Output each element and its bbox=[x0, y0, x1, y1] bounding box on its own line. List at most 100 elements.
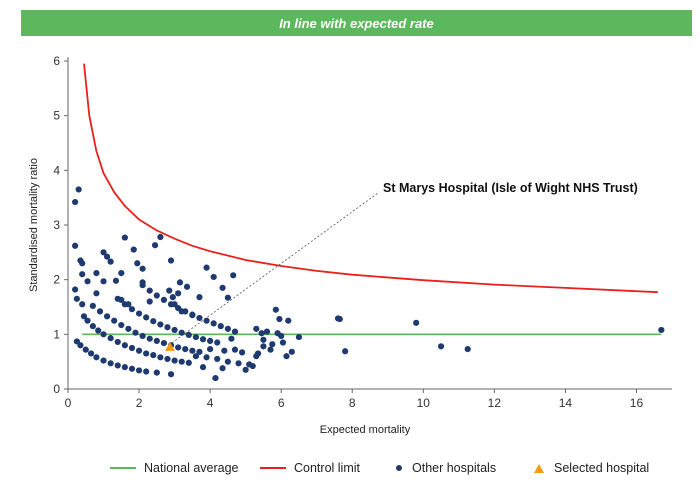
hospital-point bbox=[79, 271, 86, 278]
hospital-point bbox=[118, 321, 125, 329]
hospital-point bbox=[203, 317, 210, 324]
hospital-point bbox=[167, 371, 175, 378]
legend-item-average: National average bbox=[110, 458, 239, 478]
annotation-label: St Marys Hospital (Isle of Wight NHS Tru… bbox=[383, 181, 638, 195]
hospital-point bbox=[100, 249, 107, 256]
hospital-point bbox=[189, 311, 196, 318]
hospital-point bbox=[111, 317, 118, 324]
hospital-point bbox=[260, 343, 267, 350]
x-axis-title: Expected mortality bbox=[320, 424, 411, 436]
hospital-point bbox=[175, 304, 182, 312]
hospital-point bbox=[164, 324, 171, 331]
hospital-point bbox=[210, 273, 217, 281]
hospital-point bbox=[139, 265, 146, 272]
x-tick-label: 16 bbox=[630, 396, 644, 410]
hospital-point bbox=[89, 302, 96, 310]
y-tick-label: 3 bbox=[53, 218, 60, 232]
hospital-point bbox=[210, 320, 217, 327]
hospital-point bbox=[135, 310, 143, 317]
hospital-point bbox=[295, 333, 303, 341]
legend-label-average: National average bbox=[144, 461, 239, 475]
hospital-point bbox=[100, 357, 107, 364]
hospital-point bbox=[100, 278, 107, 285]
hospital-point bbox=[160, 296, 168, 303]
hospital-point bbox=[253, 325, 260, 332]
data-points bbox=[72, 186, 665, 382]
hospital-point bbox=[95, 327, 102, 334]
hospital-point bbox=[413, 319, 420, 326]
hospital-point bbox=[254, 350, 262, 357]
hospital-point bbox=[185, 331, 192, 338]
hospital-point bbox=[121, 301, 128, 308]
legend-triangle-icon bbox=[534, 463, 544, 473]
hospital-point bbox=[272, 306, 279, 313]
hospital-point bbox=[72, 242, 79, 249]
hospital-point bbox=[228, 335, 235, 342]
hospital-point bbox=[249, 362, 256, 370]
hospital-point bbox=[112, 277, 120, 284]
hospital-point bbox=[196, 348, 203, 355]
hospital-point bbox=[235, 360, 242, 367]
hospital-point bbox=[231, 346, 239, 353]
hospital-point bbox=[260, 336, 267, 343]
x-tick-label: 8 bbox=[349, 396, 356, 410]
hospital-point bbox=[183, 283, 191, 290]
hospital-point bbox=[146, 287, 153, 294]
annotation-leader-line bbox=[171, 192, 379, 344]
hospital-point bbox=[72, 198, 79, 206]
hospital-point bbox=[118, 270, 125, 277]
hospital-point bbox=[214, 355, 221, 363]
hospital-point bbox=[164, 355, 171, 363]
hospital-point bbox=[178, 358, 185, 365]
hospital-point bbox=[151, 242, 159, 249]
hospital-point bbox=[285, 317, 292, 324]
hospital-point bbox=[464, 345, 471, 353]
hospital-point bbox=[125, 325, 132, 332]
hospital-point bbox=[658, 326, 665, 334]
hospital-point bbox=[214, 339, 221, 346]
hospital-point bbox=[185, 359, 192, 366]
reference-lines bbox=[82, 63, 662, 336]
hospital-point bbox=[157, 233, 164, 241]
hospital-point bbox=[93, 290, 100, 297]
x-tick-label: 6 bbox=[278, 396, 285, 410]
legend-label-control: Control limit bbox=[294, 461, 360, 475]
hospital-point bbox=[153, 337, 160, 344]
hospital-point bbox=[143, 368, 150, 375]
hospital-point bbox=[103, 313, 111, 320]
hospital-point bbox=[288, 348, 295, 355]
hospital-point bbox=[139, 332, 146, 340]
hospital-point bbox=[258, 330, 265, 337]
hospital-point bbox=[150, 318, 157, 325]
y-tick-label: 5 bbox=[53, 109, 60, 123]
hospital-point bbox=[192, 353, 200, 360]
hospital-point bbox=[212, 374, 219, 382]
hospital-point bbox=[267, 346, 274, 353]
hospital-point bbox=[93, 354, 100, 361]
hospital-point bbox=[114, 295, 121, 302]
selected-hospital-point bbox=[164, 341, 175, 351]
hospital-point bbox=[146, 335, 153, 342]
hospital-point bbox=[169, 294, 176, 301]
hospital-point bbox=[175, 344, 182, 351]
hospital-point bbox=[178, 329, 185, 336]
hospital-point bbox=[80, 313, 88, 320]
hospital-point bbox=[75, 186, 82, 193]
hospital-point bbox=[128, 344, 136, 352]
hospital-point bbox=[279, 339, 287, 346]
hospital-point bbox=[166, 287, 173, 294]
hospital-point bbox=[230, 272, 237, 279]
hospital-point bbox=[153, 369, 160, 376]
hospital-point bbox=[139, 282, 146, 289]
hospital-point bbox=[182, 345, 189, 353]
hospital-point bbox=[143, 314, 150, 321]
hospital-point bbox=[263, 328, 271, 335]
hospital-point bbox=[182, 308, 189, 315]
hospital-point bbox=[196, 314, 203, 322]
legend-line-red bbox=[260, 467, 286, 469]
hospital-point bbox=[77, 342, 84, 349]
hospital-point bbox=[189, 347, 196, 354]
hospital-point bbox=[160, 339, 168, 347]
hospital-point bbox=[203, 354, 210, 361]
